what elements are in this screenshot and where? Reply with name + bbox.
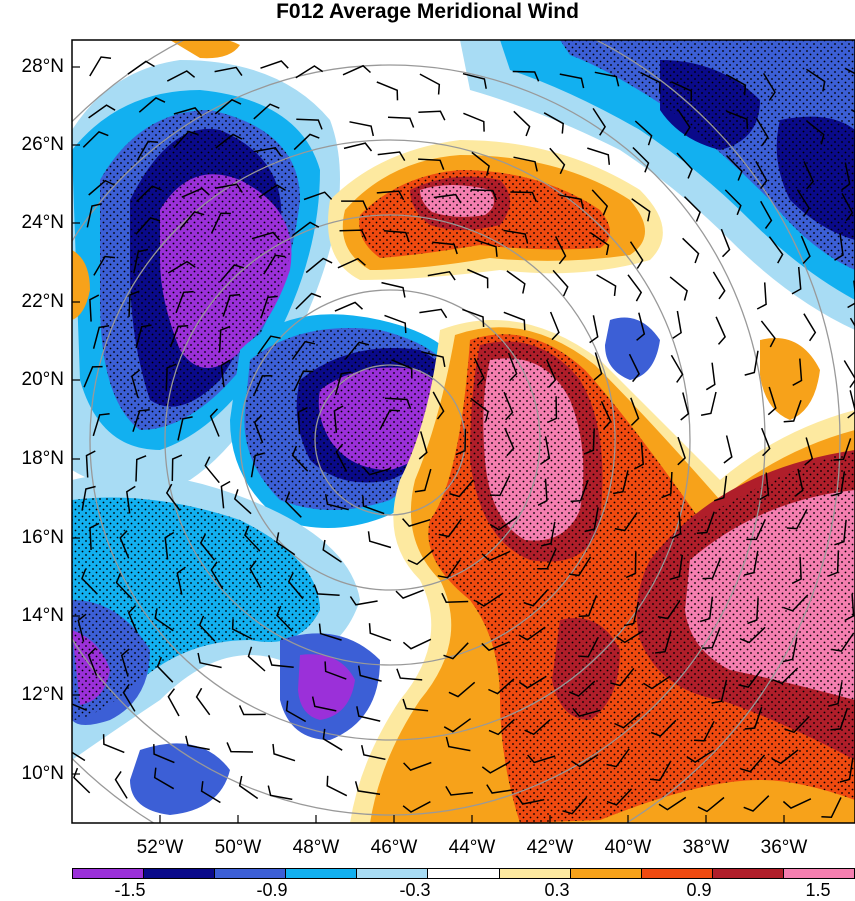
colorbar xyxy=(72,868,855,879)
lat-label: 12°N xyxy=(0,685,64,705)
colorbar-swatch xyxy=(428,869,499,878)
colorbar-swatch xyxy=(500,869,571,878)
lat-label: 28°N xyxy=(0,57,64,77)
colorbar-label: -1.5 xyxy=(100,880,160,901)
lon-label: 48°W xyxy=(276,837,356,859)
colorbar-swatch xyxy=(642,869,713,878)
colorbar-swatch xyxy=(713,869,784,878)
lon-label: 44°W xyxy=(432,837,512,859)
colorbar-swatch xyxy=(784,869,854,878)
lon-label: 50°W xyxy=(198,837,278,859)
colorbar-label: 0.9 xyxy=(669,880,729,901)
lon-label: 38°W xyxy=(666,837,746,859)
colorbar-label: -0.9 xyxy=(242,880,302,901)
colorbar-label: -0.3 xyxy=(385,880,445,901)
lon-label: 46°W xyxy=(354,837,434,859)
colorbar-swatch xyxy=(357,869,428,878)
lat-label: 20°N xyxy=(0,370,64,390)
colorbar-swatch xyxy=(144,869,215,878)
colorbar-swatch xyxy=(571,869,642,878)
lat-label: 16°N xyxy=(0,528,64,548)
colorbar-swatch xyxy=(286,869,357,878)
lon-label: 42°W xyxy=(510,837,590,859)
lat-label: 24°N xyxy=(0,213,64,233)
lat-label: 18°N xyxy=(0,449,64,469)
colorbar-label: 1.5 xyxy=(798,880,838,901)
colorbar-swatch xyxy=(73,869,144,878)
lat-label: 22°N xyxy=(0,292,64,312)
colorbar-label: 0.3 xyxy=(527,880,587,901)
lon-label: 40°W xyxy=(588,837,668,859)
lat-label: 14°N xyxy=(0,606,64,626)
lon-label: 36°W xyxy=(744,837,824,859)
lat-label: 10°N xyxy=(0,764,64,784)
colorbar-swatch xyxy=(215,869,286,878)
lat-label: 26°N xyxy=(0,135,64,155)
lon-label: 52°W xyxy=(120,837,200,859)
